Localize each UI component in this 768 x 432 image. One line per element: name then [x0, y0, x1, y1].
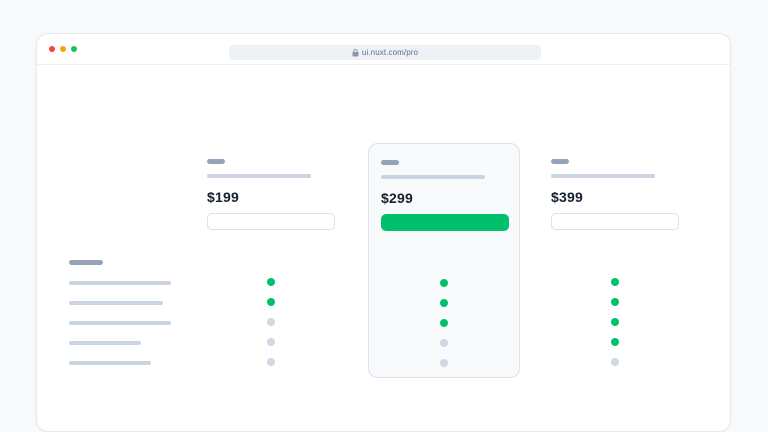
feature-excluded-dot	[267, 338, 275, 346]
plan-title-skeleton	[207, 159, 225, 164]
address-bar[interactable]: ui.nuxt.com/pro	[229, 45, 541, 60]
select-plan-button[interactable]	[207, 213, 335, 230]
feature-included-dot	[267, 298, 275, 306]
plan-feature-dots	[267, 278, 275, 366]
plan-price: $399	[551, 189, 583, 205]
feature-row-skeleton	[69, 321, 171, 325]
feature-excluded-dot	[611, 358, 619, 366]
feature-excluded-dot	[267, 358, 275, 366]
plan-price: $299	[381, 190, 413, 206]
browser-titlebar: ui.nuxt.com/pro	[37, 34, 730, 65]
window-controls	[49, 46, 77, 52]
url-text: ui.nuxt.com/pro	[361, 47, 419, 57]
feature-excluded-dot	[267, 318, 275, 326]
feature-section-title-skeleton	[69, 260, 103, 265]
feature-included-dot	[611, 338, 619, 346]
feature-excluded-dot	[440, 359, 448, 367]
feature-row-skeleton	[69, 281, 171, 285]
pricing-plan-card-3: $399	[551, 143, 679, 378]
plan-title-skeleton	[551, 159, 569, 164]
feature-included-dot	[440, 299, 448, 307]
select-plan-button[interactable]	[551, 213, 679, 230]
close-window-button[interactable]	[49, 46, 55, 52]
select-plan-button-primary[interactable]	[381, 214, 509, 231]
feature-row-skeleton	[69, 361, 151, 365]
minimize-window-button[interactable]	[60, 46, 66, 52]
feature-included-dot	[267, 278, 275, 286]
plan-title-skeleton	[381, 160, 399, 165]
lock-icon	[352, 48, 359, 56]
pricing-plan-card-1: $199	[207, 143, 335, 378]
browser-window: ui.nuxt.com/pro $199 $299 $399	[36, 33, 731, 432]
feature-included-dot	[611, 298, 619, 306]
feature-row-skeleton	[69, 341, 141, 345]
plan-feature-dots	[440, 279, 448, 367]
feature-included-dot	[611, 278, 619, 286]
feature-included-dot	[440, 319, 448, 327]
plan-description-skeleton	[551, 174, 655, 178]
plan-description-skeleton	[207, 174, 311, 178]
feature-excluded-dot	[440, 339, 448, 347]
plan-description-skeleton	[381, 175, 485, 179]
feature-included-dot	[440, 279, 448, 287]
plan-price: $199	[207, 189, 239, 205]
zoom-window-button[interactable]	[71, 46, 77, 52]
pricing-plan-card-2-highlighted: $299	[368, 143, 520, 378]
feature-list-skeleton	[69, 260, 209, 370]
feature-row-skeleton	[69, 301, 163, 305]
plan-feature-dots	[611, 278, 619, 366]
feature-included-dot	[611, 318, 619, 326]
